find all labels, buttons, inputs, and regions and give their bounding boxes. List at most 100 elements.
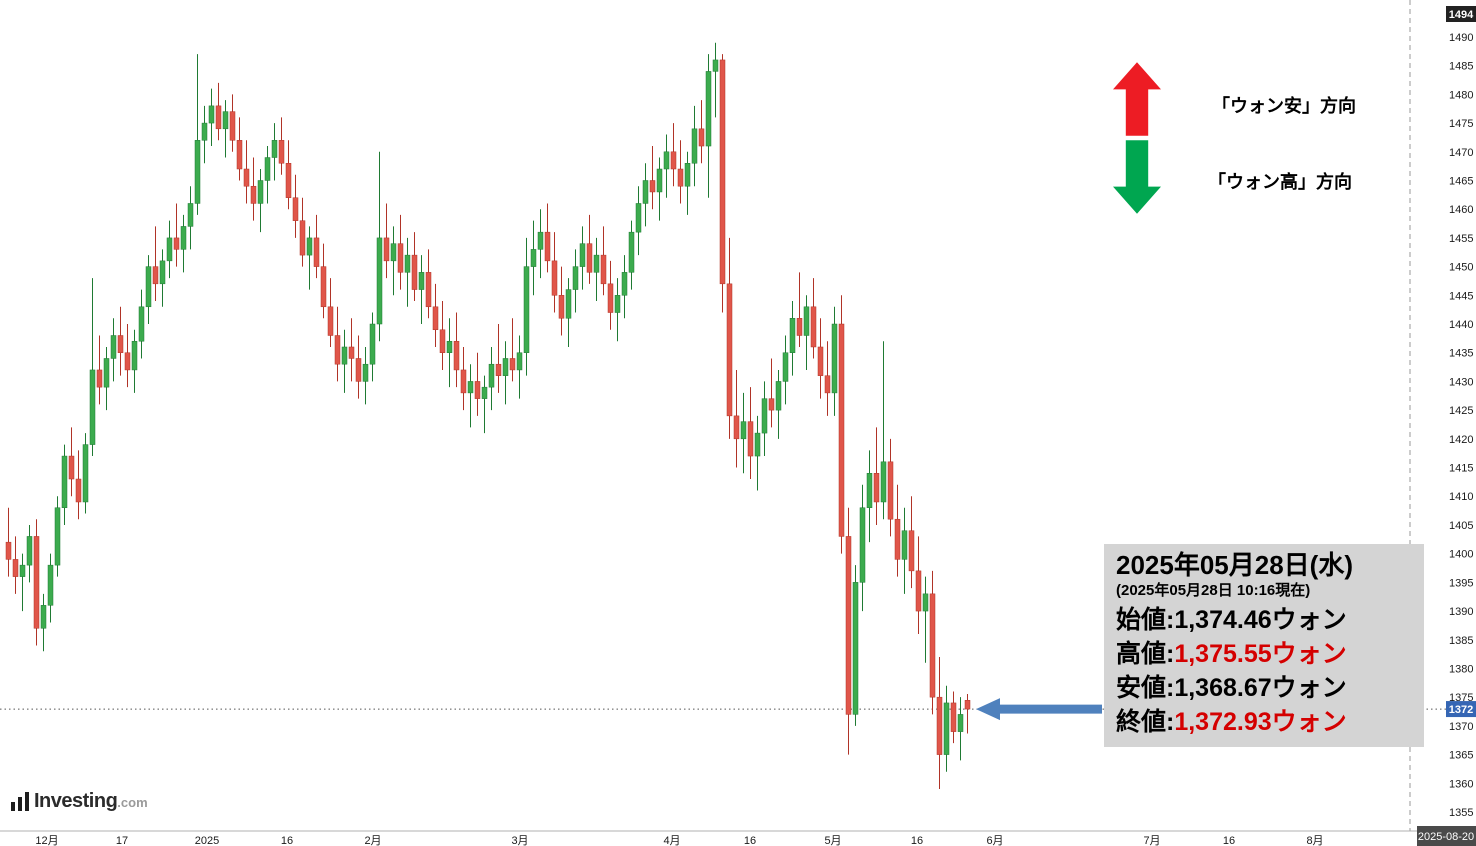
candle-body — [544, 231, 551, 262]
candle-body — [572, 266, 579, 290]
x-axis-label: 16 — [1223, 835, 1235, 846]
candle-body — [96, 369, 103, 388]
candle-body — [166, 237, 173, 262]
x-axis-label: 16 — [281, 835, 293, 846]
candle-body — [187, 203, 194, 227]
quote-row-close: 終値:1,372.93ウォン — [1116, 705, 1416, 739]
footer-date-badge-text: 2025-08-20 — [1418, 831, 1474, 843]
candle-body — [831, 323, 838, 394]
candle-body — [565, 289, 572, 319]
won-strong-arrow-icon — [1113, 140, 1161, 214]
investing-logo-icon — [11, 791, 29, 811]
y-axis-label: 1405 — [1449, 520, 1473, 532]
y-axis-label: 1460 — [1449, 204, 1473, 216]
candle-body — [754, 432, 761, 457]
quote-high-value: 1,375.55ウォン — [1174, 640, 1347, 668]
candle-body — [432, 306, 439, 331]
quote-close-label: 終値: — [1116, 708, 1175, 736]
y-axis-label: 1390 — [1449, 606, 1473, 618]
y-axis-label: 1480 — [1449, 89, 1473, 101]
candle-body — [355, 358, 362, 382]
candle-body — [194, 140, 201, 204]
candle-body — [299, 220, 306, 256]
y-axis-label: 1485 — [1449, 61, 1473, 73]
candle-body — [691, 128, 698, 164]
candle-body — [362, 363, 369, 382]
candle-body — [481, 386, 488, 399]
candle-body — [411, 254, 418, 290]
candle-body — [887, 461, 894, 520]
candle-body — [551, 260, 558, 296]
quote-open-value: 1,374.46ウォン — [1174, 606, 1347, 634]
candle-body — [880, 461, 887, 503]
candle-body — [26, 536, 33, 566]
candle-body — [334, 335, 341, 365]
candle-body — [208, 105, 215, 124]
candle-body — [376, 237, 383, 325]
current-price-badge-text: 1372 — [1449, 704, 1473, 716]
candle-body — [502, 358, 509, 376]
y-axis-label: 1475 — [1449, 118, 1473, 130]
y-axis-label: 1365 — [1449, 750, 1473, 762]
candle-body — [614, 295, 621, 313]
candle-body — [775, 381, 782, 411]
candle-body — [537, 231, 544, 250]
candle-body — [418, 272, 425, 290]
candle-body — [677, 168, 684, 187]
candle-body — [922, 593, 929, 612]
candle-body — [278, 140, 285, 164]
candle-body — [201, 122, 208, 141]
candle-body — [530, 249, 537, 267]
candle-body — [964, 700, 971, 710]
quote-open-label: 始値: — [1116, 606, 1175, 634]
y-axis-label: 1430 — [1449, 376, 1473, 388]
y-axis-label: 1455 — [1449, 233, 1473, 245]
candle-body — [236, 140, 243, 170]
quote-as-of: (2025年05月28日 10:16現在) — [1116, 582, 1311, 599]
candle-body — [222, 111, 229, 130]
candle-body — [915, 570, 922, 612]
candle-body — [446, 340, 453, 353]
candle-body — [656, 168, 663, 193]
candle-body — [957, 714, 964, 732]
candle-body — [292, 197, 299, 221]
current-price-badge — [1446, 701, 1476, 718]
y-axis-label: 1415 — [1449, 463, 1473, 475]
y-axis-label: 1465 — [1449, 175, 1473, 187]
candle-body — [68, 455, 75, 480]
candle-body — [810, 306, 817, 348]
y-axis-label: 1490 — [1449, 32, 1473, 44]
candle-body — [705, 71, 712, 147]
footer-date-badge — [1417, 826, 1476, 846]
candle-body — [12, 559, 19, 577]
candle-body — [824, 375, 831, 394]
candle-body — [838, 323, 845, 537]
candle-body — [117, 335, 124, 353]
candle-body — [327, 306, 334, 336]
y-axis-label: 1420 — [1449, 434, 1473, 446]
candle-body — [453, 340, 460, 371]
y-axis-label: 1380 — [1449, 663, 1473, 675]
candle-body — [264, 157, 271, 181]
candle-body — [509, 358, 516, 371]
y-axis-label: 1410 — [1449, 491, 1473, 503]
x-axis-label: 2025 — [195, 835, 219, 846]
candle-body — [782, 352, 789, 382]
candle-body — [901, 530, 908, 560]
y-axis-label: 1400 — [1449, 549, 1473, 561]
candle-body — [635, 203, 642, 233]
investing-logo-brand: Investing — [34, 790, 118, 812]
quote-low-label: 安値: — [1116, 674, 1175, 702]
y-axis-label: 1385 — [1449, 635, 1473, 647]
y-axis-label: 1440 — [1449, 319, 1473, 331]
candle-body — [159, 260, 166, 285]
candle-body — [558, 295, 565, 319]
quote-info-box: 2025年05月28日(水) (2025年05月28日 10:16現在) 始値:… — [1104, 544, 1424, 747]
candle-body — [642, 180, 649, 204]
candle-body — [61, 455, 68, 508]
candle-body — [5, 541, 12, 560]
candle-body — [103, 358, 110, 388]
candle-body — [852, 582, 859, 715]
